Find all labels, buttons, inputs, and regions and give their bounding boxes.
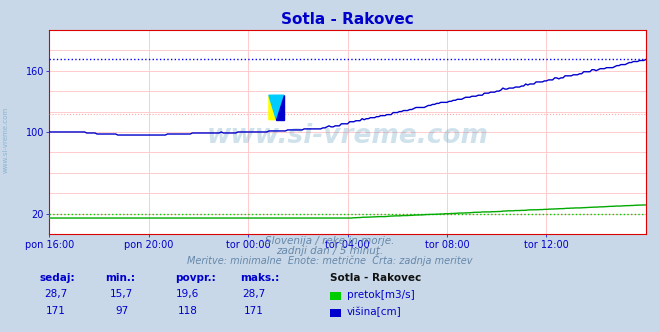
Text: www.si-vreme.com: www.si-vreme.com [2, 106, 9, 173]
Text: 28,7: 28,7 [44, 289, 68, 299]
Text: Slovenija / reke in morje.: Slovenija / reke in morje. [265, 236, 394, 246]
Text: sedaj:: sedaj: [40, 273, 75, 283]
Text: 118: 118 [178, 306, 198, 316]
Text: 171: 171 [244, 306, 264, 316]
Text: 97: 97 [115, 306, 129, 316]
Text: zadnji dan / 5 minut.: zadnji dan / 5 minut. [276, 246, 383, 256]
Text: maks.:: maks.: [241, 273, 280, 283]
Text: Meritve: minimalne  Enote: metrične  Črta: zadnja meritev: Meritve: minimalne Enote: metrične Črta:… [186, 254, 473, 266]
Text: višina[cm]: višina[cm] [347, 306, 401, 317]
Text: www.si-vreme.com: www.si-vreme.com [207, 123, 488, 149]
Polygon shape [269, 95, 284, 120]
Text: min.:: min.: [105, 273, 136, 283]
Text: 171: 171 [46, 306, 66, 316]
Polygon shape [276, 95, 284, 120]
Text: 19,6: 19,6 [176, 289, 200, 299]
Text: 28,7: 28,7 [242, 289, 266, 299]
Text: 15,7: 15,7 [110, 289, 134, 299]
Text: pretok[m3/s]: pretok[m3/s] [347, 290, 415, 300]
Text: povpr.:: povpr.: [175, 273, 215, 283]
Polygon shape [269, 95, 276, 120]
Text: Sotla - Rakovec: Sotla - Rakovec [330, 273, 420, 283]
Title: Sotla - Rakovec: Sotla - Rakovec [281, 12, 414, 27]
